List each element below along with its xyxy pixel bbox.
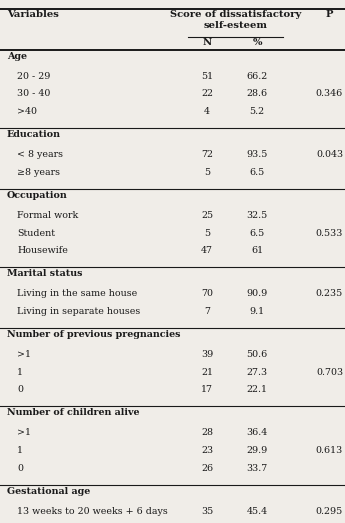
- Text: N: N: [203, 38, 211, 47]
- Text: %: %: [252, 38, 262, 47]
- Text: 0.703: 0.703: [316, 368, 343, 377]
- Text: Student: Student: [17, 229, 55, 237]
- Text: 21: 21: [201, 368, 213, 377]
- Text: Marital status: Marital status: [7, 269, 82, 278]
- Text: 7: 7: [204, 307, 210, 316]
- Text: Living in separate houses: Living in separate houses: [17, 307, 140, 316]
- Text: 47: 47: [201, 246, 213, 255]
- Text: 5: 5: [204, 168, 210, 177]
- Text: Education: Education: [7, 130, 61, 139]
- Text: 29.9: 29.9: [246, 446, 268, 455]
- Text: 0.346: 0.346: [316, 89, 343, 98]
- Text: 1: 1: [17, 446, 23, 455]
- Text: Number of previous pregnancies: Number of previous pregnancies: [7, 330, 180, 339]
- Text: 70: 70: [201, 289, 213, 298]
- Text: 4: 4: [204, 107, 210, 116]
- Text: 26: 26: [201, 464, 213, 473]
- Text: 51: 51: [201, 72, 213, 81]
- Text: 35: 35: [201, 507, 213, 516]
- Text: 28.6: 28.6: [246, 89, 268, 98]
- Text: 5.2: 5.2: [249, 107, 265, 116]
- Text: 6.5: 6.5: [249, 168, 265, 177]
- Text: >40: >40: [17, 107, 37, 116]
- Text: 25: 25: [201, 211, 213, 220]
- Text: >1: >1: [17, 350, 31, 359]
- Text: P: P: [326, 10, 333, 19]
- Text: 22.1: 22.1: [247, 385, 267, 394]
- Text: Age: Age: [7, 52, 27, 61]
- Text: 30 - 40: 30 - 40: [17, 89, 51, 98]
- Text: 0: 0: [17, 385, 23, 394]
- Text: 0: 0: [17, 464, 23, 473]
- Text: 90.9: 90.9: [246, 289, 268, 298]
- Text: 72: 72: [201, 150, 213, 159]
- Text: 36.4: 36.4: [246, 428, 268, 437]
- Text: 0.295: 0.295: [316, 507, 343, 516]
- Text: 22: 22: [201, 89, 213, 98]
- Text: 9.1: 9.1: [249, 307, 265, 316]
- Text: ≥8 years: ≥8 years: [17, 168, 60, 177]
- Text: 66.2: 66.2: [246, 72, 268, 81]
- Text: 0.533: 0.533: [316, 229, 343, 237]
- Text: 45.4: 45.4: [246, 507, 268, 516]
- Text: Variables: Variables: [7, 10, 59, 19]
- Text: 5: 5: [204, 229, 210, 237]
- Text: Score of dissatisfactory
self-esteem: Score of dissatisfactory self-esteem: [170, 10, 301, 30]
- Text: 32.5: 32.5: [246, 211, 268, 220]
- Text: 20 - 29: 20 - 29: [17, 72, 51, 81]
- Text: 50.6: 50.6: [246, 350, 268, 359]
- Text: Living in the same house: Living in the same house: [17, 289, 138, 298]
- Text: Formal work: Formal work: [17, 211, 79, 220]
- Text: Gestational age: Gestational age: [7, 487, 90, 496]
- Text: Number of children alive: Number of children alive: [7, 408, 139, 417]
- Text: 23: 23: [201, 446, 213, 455]
- Text: 28: 28: [201, 428, 213, 437]
- Text: 0.613: 0.613: [316, 446, 343, 455]
- Text: 0.043: 0.043: [316, 150, 343, 159]
- Text: 33.7: 33.7: [246, 464, 268, 473]
- Text: >1: >1: [17, 428, 31, 437]
- Text: 93.5: 93.5: [246, 150, 268, 159]
- Text: Occupation: Occupation: [7, 191, 68, 200]
- Text: Housewife: Housewife: [17, 246, 68, 255]
- Text: < 8 years: < 8 years: [17, 150, 63, 159]
- Text: 1: 1: [17, 368, 23, 377]
- Text: 6.5: 6.5: [249, 229, 265, 237]
- Text: 27.3: 27.3: [246, 368, 268, 377]
- Text: 39: 39: [201, 350, 213, 359]
- Text: 61: 61: [251, 246, 263, 255]
- Text: 13 weeks to 20 weeks + 6 days: 13 weeks to 20 weeks + 6 days: [17, 507, 168, 516]
- Text: 17: 17: [201, 385, 213, 394]
- Text: 0.235: 0.235: [316, 289, 343, 298]
